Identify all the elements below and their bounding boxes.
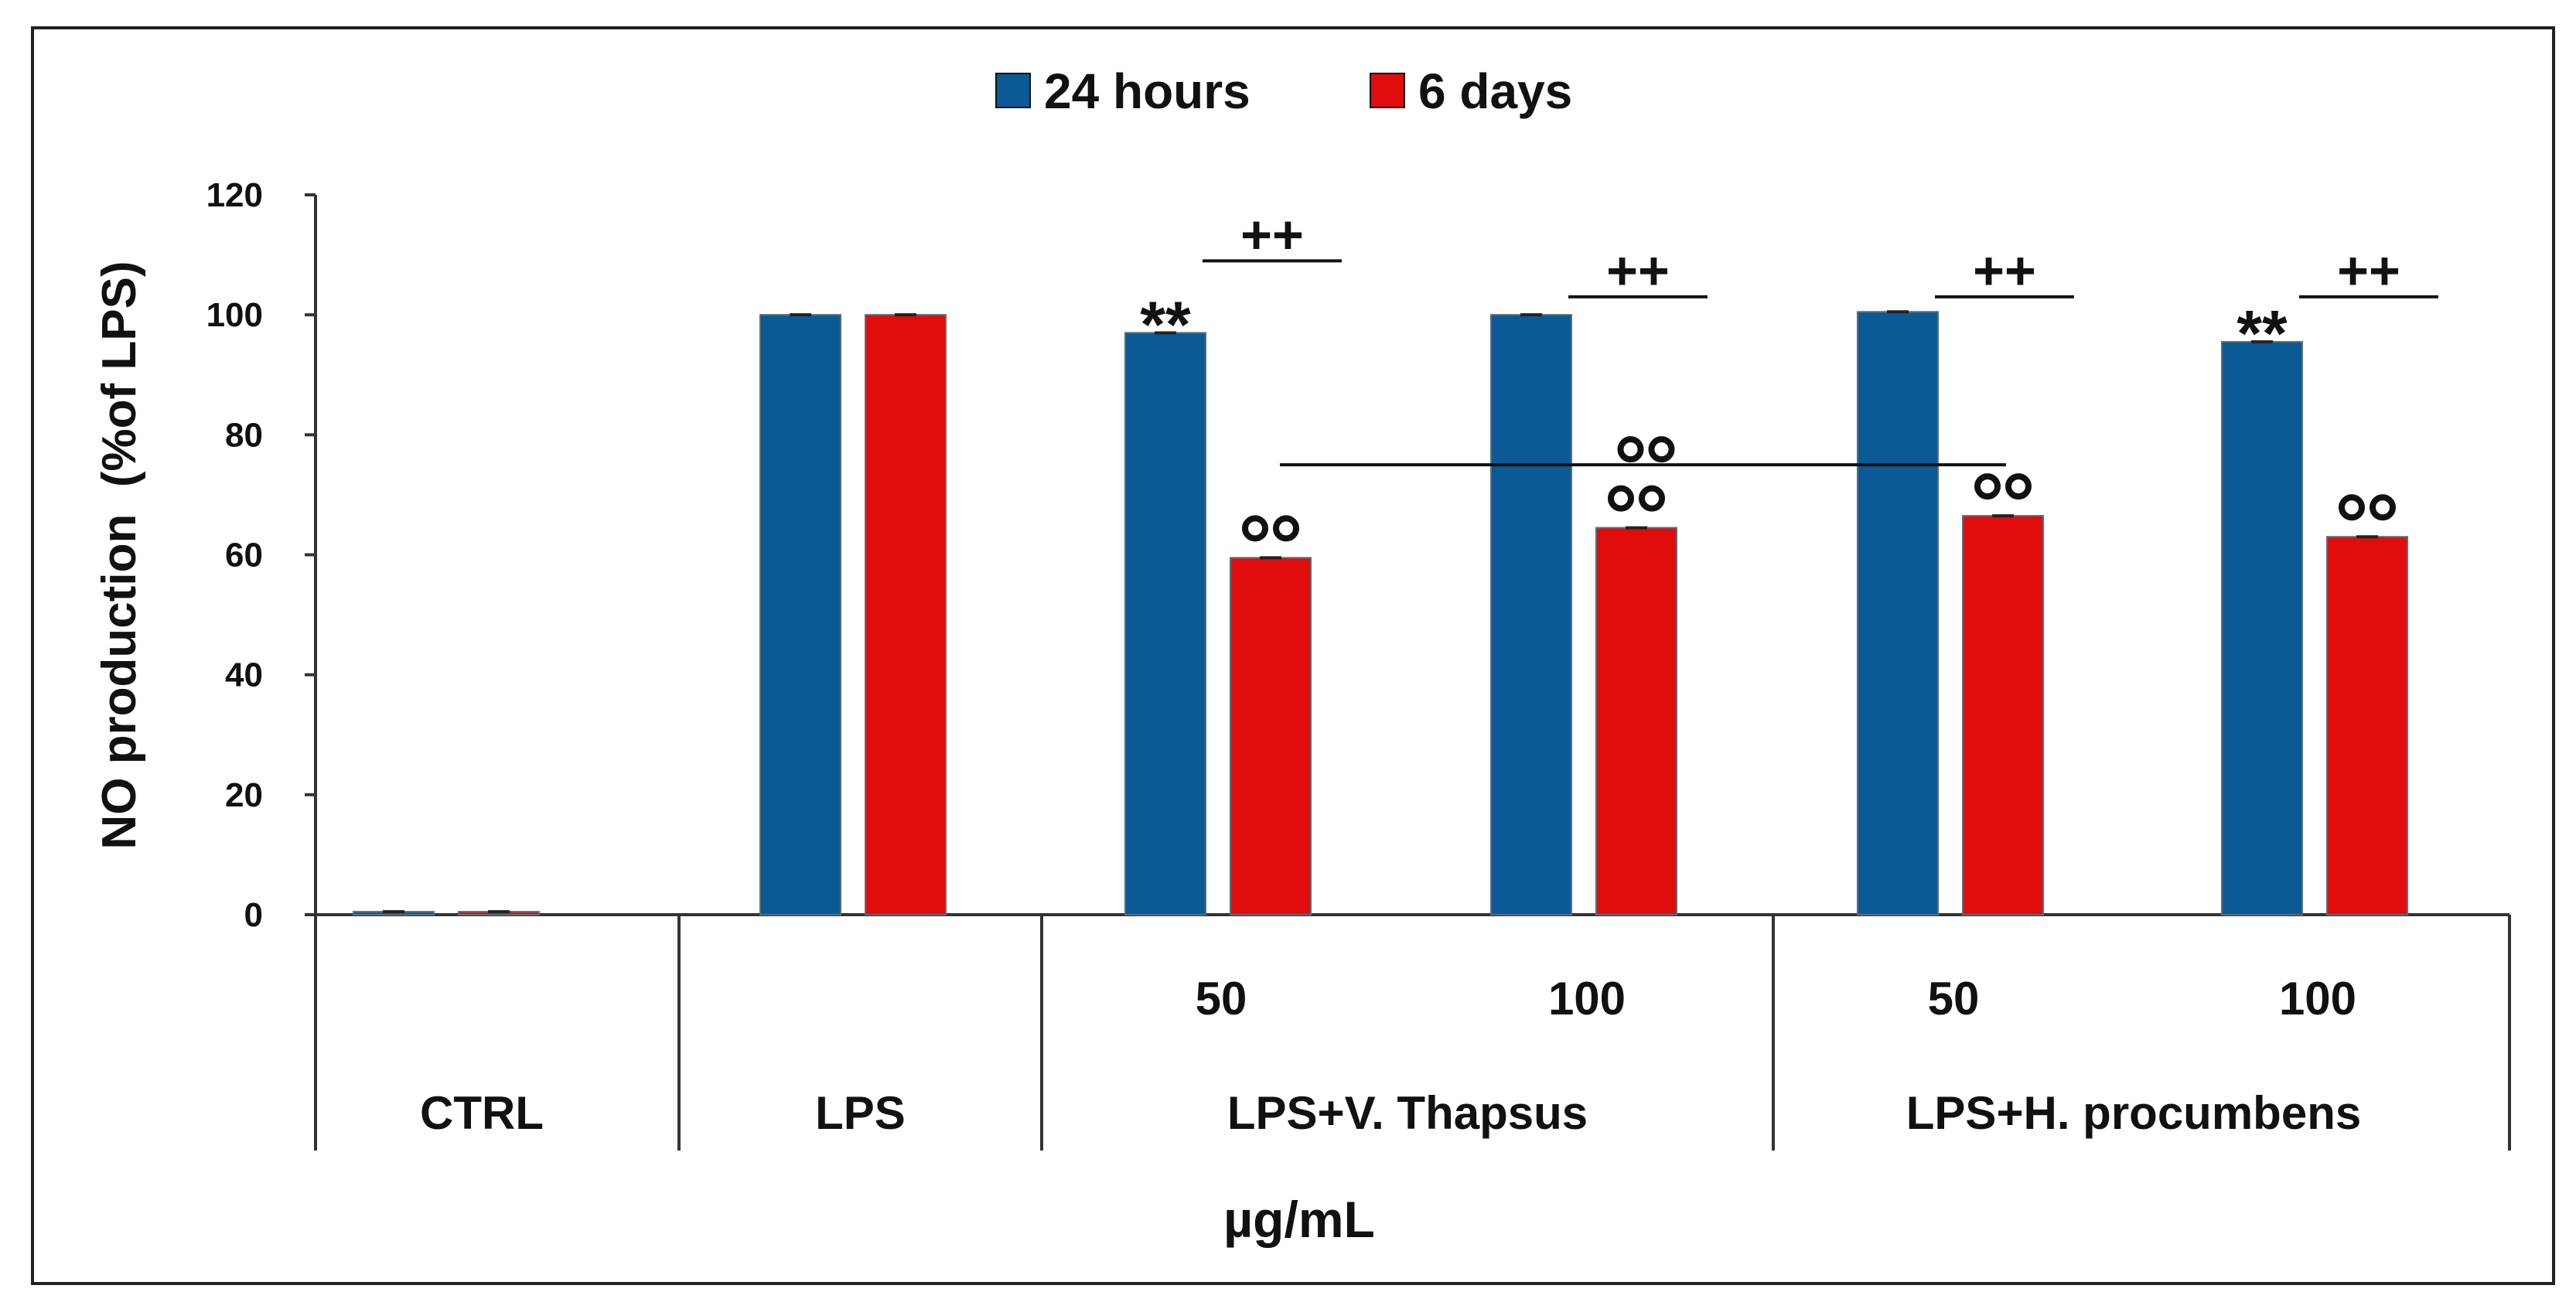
bar-24h-4 — [1857, 311, 1939, 916]
bar-6d-5 — [2326, 536, 2408, 915]
dose-label: 100 — [2279, 973, 2356, 1025]
axes — [314, 195, 2511, 1151]
legend-swatch-6-days — [1370, 73, 1405, 108]
x-axis-label: µg/mL — [1223, 1191, 1375, 1248]
legend-item-24-hours: 24 hours — [995, 63, 1250, 119]
y-tick-label: 80 — [225, 416, 263, 454]
bar-6d-2 — [1230, 557, 1312, 915]
circle-marks — [1974, 473, 2032, 500]
sig-ring-right — [1273, 515, 1299, 542]
comparison-circle-marks — [1617, 436, 1675, 463]
sig-ring-right — [1639, 485, 1665, 512]
legend-label-24-hours: 24 hours — [1044, 63, 1250, 119]
y-tick-label: 100 — [206, 296, 263, 334]
legend-item-6-days: 6 days — [1370, 63, 1572, 119]
annotations: ** ** ++ ++ ++ ++ — [1140, 204, 2438, 542]
y-tick-label: 60 — [225, 537, 263, 574]
plus-marks: ++ — [2337, 240, 2400, 301]
sig-ring-right — [2005, 473, 2032, 500]
significance-stars: ** — [2237, 297, 2288, 370]
y-tick-label: 20 — [225, 776, 263, 814]
dose-label: 100 — [1548, 973, 1626, 1025]
bar-6d-4 — [1962, 515, 2044, 915]
group-label: LPS — [815, 1087, 906, 1139]
y-axis-label: NO production (%of LPS) — [93, 261, 146, 849]
x-category-labels: 50 100 50 100 CTRL LPS LPS+V. Thapsus LPS+H. pr… — [420, 973, 2361, 1139]
group-label: LPS+V. Thapsus — [1227, 1087, 1588, 1139]
legend-swatch-24-hours — [995, 73, 1031, 108]
bar-24h-2 — [1124, 332, 1206, 916]
sig-ring-right — [1648, 436, 1675, 463]
bar-24h-5 — [2221, 341, 2303, 915]
sig-ring-left — [1242, 515, 1268, 542]
bars — [353, 310, 2408, 916]
legend: 24 hours 6 days — [995, 63, 1572, 119]
legend-label-6-days: 6 days — [1418, 63, 1572, 119]
sig-ring-left — [1608, 485, 1634, 512]
significance-stars: ** — [1140, 288, 1191, 360]
sig-ring-left — [1974, 473, 2001, 500]
circle-marks — [1242, 515, 1299, 542]
dose-label: 50 — [1928, 973, 1980, 1025]
bar-6d-3 — [1595, 527, 1677, 916]
plus-marks: ++ — [1240, 204, 1304, 264]
bar-24h-1 — [759, 314, 841, 915]
y-tick-label: 120 — [206, 176, 263, 214]
y-tick-label: 40 — [225, 656, 263, 694]
chart-frame — [31, 26, 2555, 1285]
plus-marks: ++ — [1973, 240, 2036, 301]
y-tick-label: 0 — [244, 896, 263, 934]
circle-marks — [1608, 485, 1665, 512]
group-label: CTRL — [420, 1087, 544, 1139]
sig-ring-left — [2339, 494, 2365, 521]
circle-marks — [2339, 494, 2396, 521]
sig-ring-left — [1617, 436, 1644, 463]
y-ticks: 0 20 40 60 80 100 120 — [206, 176, 316, 934]
bar-24h-3 — [1490, 314, 1572, 915]
sig-ring-right — [2370, 494, 2396, 521]
plus-marks: ++ — [1606, 240, 1670, 301]
bar-6d-1 — [865, 314, 947, 915]
group-label: LPS+H. procumbens — [1906, 1087, 2361, 1139]
dose-label: 50 — [1196, 973, 1247, 1025]
